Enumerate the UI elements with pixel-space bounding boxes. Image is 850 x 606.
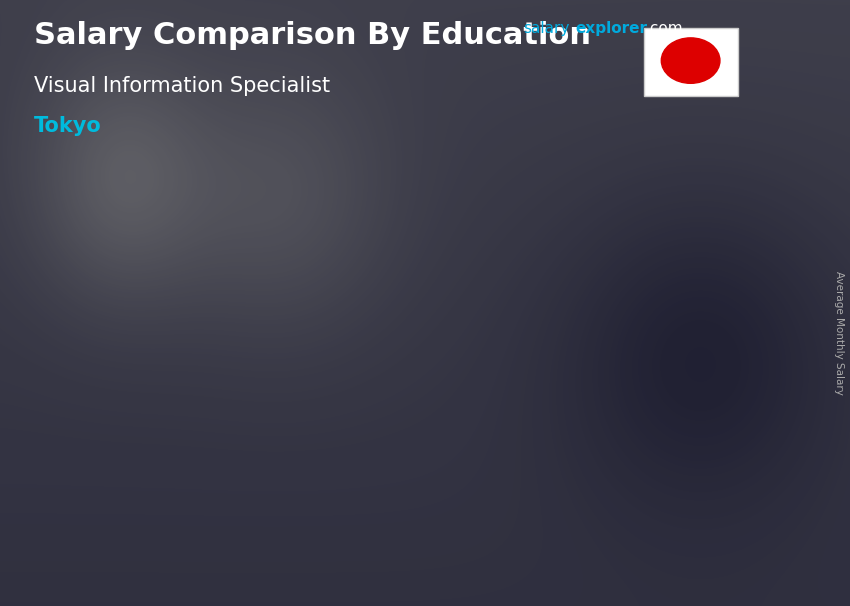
Bar [440, 340, 453, 545]
Bar [563, 245, 651, 254]
Text: 547,000 JPY: 547,000 JPY [337, 311, 436, 328]
Text: Salary Comparison By Education: Salary Comparison By Education [34, 21, 591, 50]
Bar [651, 254, 663, 545]
Text: salary: salary [523, 21, 570, 36]
FancyBboxPatch shape [643, 28, 738, 96]
FancyArrowPatch shape [445, 242, 552, 331]
Bar [142, 405, 230, 410]
Bar [352, 334, 440, 340]
Text: Average Monthly Salary: Average Monthly Salary [834, 271, 844, 395]
Bar [142, 410, 230, 545]
Bar [440, 334, 453, 340]
Text: 776,000 JPY: 776,000 JPY [548, 225, 647, 242]
Bar [230, 405, 242, 410]
Bar [230, 410, 242, 545]
FancyArrowPatch shape [235, 327, 342, 401]
Text: Tokyo: Tokyo [34, 116, 102, 136]
Bar [352, 340, 440, 545]
Text: explorer: explorer [575, 21, 648, 36]
Text: Visual Information Specialist: Visual Information Specialist [34, 76, 330, 96]
Bar [651, 245, 663, 254]
Circle shape [661, 38, 720, 84]
Text: .com: .com [645, 21, 683, 36]
Text: 361,000 JPY: 361,000 JPY [127, 381, 225, 399]
Bar [563, 254, 651, 545]
Text: +42%: +42% [462, 161, 542, 184]
Text: +52%: +52% [234, 271, 314, 295]
